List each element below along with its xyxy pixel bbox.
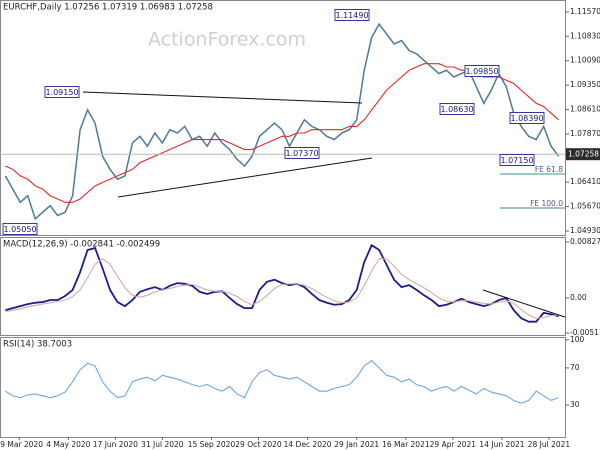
panel-frame [0,337,566,438]
x-tick-label: 14 Dec 2020 [284,440,332,449]
x-tick-label: 17 Jun 2020 [93,440,138,449]
panel-title: MACD(12,26,9) -0.002841 -0.002499 [3,240,160,250]
x-tick-label: 16 Mar 2021 [382,440,430,449]
y-tick-label: 0.008276 [570,237,600,246]
trend-line [117,157,373,198]
price-label-box [284,147,320,159]
panel-frame [0,237,566,336]
last-price-box [566,148,600,161]
panel-title: RSI(14) 38.7003 [3,340,72,350]
price-label-box [464,65,500,77]
price-label-box [509,112,545,124]
price-label: 1.09150 [45,88,78,97]
y-tick-label: 1.09350 [570,80,600,89]
price-label-box [499,154,535,166]
price-label: 1.08390 [510,114,543,123]
y-tick-label: 1.06410 [570,177,600,186]
y-tick-label: -0.005174 [570,328,600,337]
x-tick-label: 29 Apr 2021 [430,440,477,449]
x-tick-label: 15 Sep 2020 [188,440,236,449]
series-line [5,258,559,319]
price-label: 1.08630 [440,105,473,114]
price-label-box [334,9,370,21]
last-price-label: 1.07258 [568,150,599,159]
fibo-label: FE 100.0 [530,199,563,208]
y-tick-label: 1.07870 [570,129,600,138]
x-tick-label: 19 Mar 2020 [0,440,43,449]
panel-title: EURCHF,Daily 1.07256 1.07319 1.06983 1.0… [3,3,213,13]
y-tick-label: 1.11570 [570,7,600,16]
y-tick-label: 1.05670 [570,202,600,211]
x-tick-label: 29 Oct 2020 [235,440,282,449]
price-label-box [2,223,38,235]
y-tick-label: 0.00 [570,293,587,302]
y-tick-label: 70 [570,363,580,372]
x-tick-label: 4 May 2020 [46,440,90,449]
price-label: 1.07370 [285,149,318,158]
panel-frame [0,0,566,236]
x-tick-label: 14 Jun 2021 [479,440,524,449]
price-label: 1.07150 [500,156,533,165]
x-tick-label: 28 Jul 2021 [528,440,571,449]
series-line [5,359,559,404]
price-label-box [439,103,475,115]
watermark: ActionForex.com [148,29,306,51]
y-tick-label: 1.10090 [570,56,600,65]
x-tick-label: 31 Jul 2020 [141,440,184,449]
trend-line [82,91,363,104]
price-label-box [44,86,80,98]
price-label: 1.11490 [335,11,368,20]
fibo-label: FE 61.8 [535,165,563,174]
y-tick-label: 1.04930 [570,226,600,235]
macd-trend-line [482,289,566,318]
y-tick-label: 1.08610 [570,105,600,114]
price-label: 1.09850 [465,67,498,76]
y-tick-label: 30 [570,400,580,409]
y-tick-label: 1.10830 [570,31,600,40]
y-tick-label: 100 [570,335,585,344]
price-label: 1.05050 [3,225,36,234]
x-tick-label: 29 Jan 2021 [334,440,379,449]
